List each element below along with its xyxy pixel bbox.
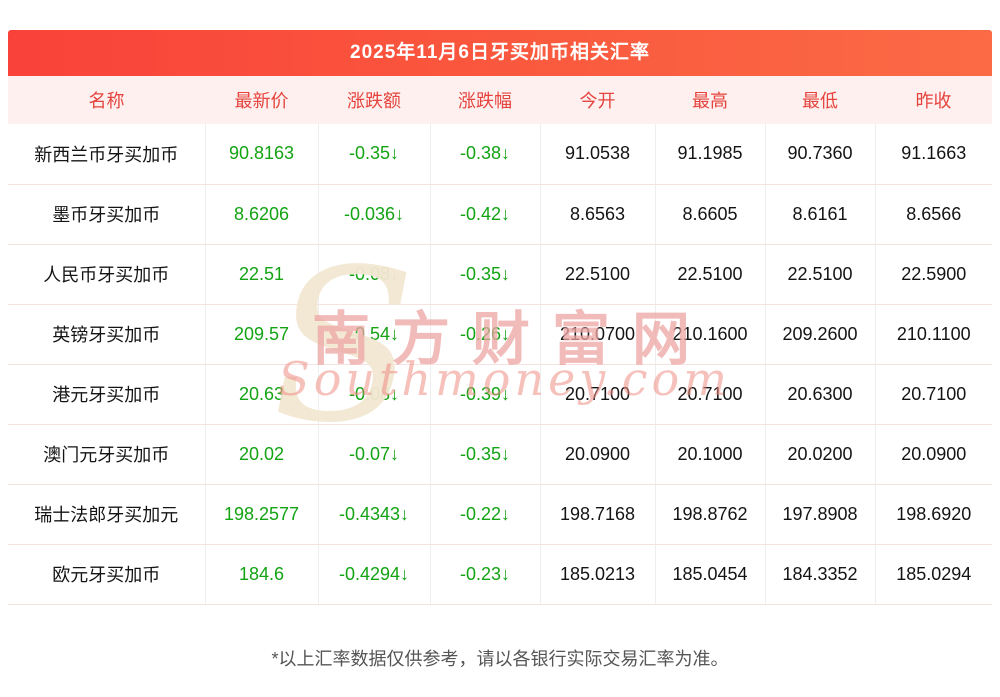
cell-open: 210.0700 bbox=[540, 304, 656, 365]
cell-open: 91.0538 bbox=[540, 124, 656, 185]
cell-latest-price: 20.02 bbox=[205, 424, 319, 485]
cell-low: 184.3352 bbox=[765, 544, 876, 605]
table-title: 2025年11月6日牙买加币相关汇率 bbox=[8, 30, 992, 76]
cell-low: 22.5100 bbox=[765, 244, 876, 305]
cell-change-amount: -0.4343↓ bbox=[318, 484, 431, 545]
cell-latest-price: 22.51 bbox=[205, 244, 319, 305]
cell-prev-close: 210.1100 bbox=[875, 304, 992, 365]
cell-latest-price: 209.57 bbox=[205, 304, 319, 365]
col-header-change-percent: 涨跌幅 bbox=[430, 76, 540, 124]
table-row: 港元牙买加币 20.63 -0.08↓ -0.39↓ 20.7100 20.71… bbox=[8, 364, 992, 425]
cell-prev-close: 20.0900 bbox=[875, 424, 992, 485]
cell-name: 澳门元牙买加币 bbox=[8, 424, 206, 485]
cell-change-percent: -0.42↓ bbox=[430, 184, 541, 245]
cell-latest-price: 184.6 bbox=[205, 544, 319, 605]
disclaimer-text: *以上汇率数据仅供参考，请以各银行实际交易汇率为准。 bbox=[271, 648, 729, 669]
table-row: 欧元牙买加币 184.6 -0.4294↓ -0.23↓ 185.0213 18… bbox=[8, 544, 992, 605]
rate-table: 名称 最新价 涨跌额 涨跌幅 今开 最高 最低 昨收 新西兰币牙买加币 90.8… bbox=[8, 76, 992, 605]
cell-name: 墨币牙买加币 bbox=[8, 184, 206, 245]
col-header-open: 今开 bbox=[540, 76, 655, 124]
cell-change-amount: -0.4294↓ bbox=[318, 544, 431, 605]
cell-high: 8.6605 bbox=[655, 184, 766, 245]
cell-change-percent: -0.35↓ bbox=[430, 244, 541, 305]
cell-prev-close: 198.6920 bbox=[875, 484, 992, 545]
table-row: 墨币牙买加币 8.6206 -0.036↓ -0.42↓ 8.6563 8.66… bbox=[8, 184, 992, 245]
cell-low: 209.2600 bbox=[765, 304, 876, 365]
cell-name: 新西兰币牙买加币 bbox=[8, 124, 206, 185]
cell-latest-price: 20.63 bbox=[205, 364, 319, 425]
exchange-rate-page: 2025年11月6日牙买加币相关汇率 名称 最新价 涨跌额 涨跌幅 今开 最高 … bbox=[8, 30, 992, 669]
cell-change-amount: -0.35↓ bbox=[318, 124, 431, 185]
cell-name: 英镑牙买加币 bbox=[8, 304, 206, 365]
cell-low: 8.6161 bbox=[765, 184, 876, 245]
cell-change-percent: -0.22↓ bbox=[430, 484, 541, 545]
cell-change-amount: -0.08↓ bbox=[318, 244, 431, 305]
cell-prev-close: 22.5900 bbox=[875, 244, 992, 305]
cell-change-percent: -0.35↓ bbox=[430, 424, 541, 485]
cell-open: 22.5100 bbox=[540, 244, 656, 305]
cell-prev-close: 8.6566 bbox=[875, 184, 992, 245]
cell-change-amount: -0.54↓ bbox=[318, 304, 431, 365]
cell-high: 91.1985 bbox=[655, 124, 766, 185]
cell-change-percent: -0.23↓ bbox=[430, 544, 541, 605]
cell-open: 198.7168 bbox=[540, 484, 656, 545]
cell-change-percent: -0.38↓ bbox=[430, 124, 541, 185]
cell-change-amount: -0.08↓ bbox=[318, 364, 431, 425]
cell-high: 20.1000 bbox=[655, 424, 766, 485]
table-row: 新西兰币牙买加币 90.8163 -0.35↓ -0.38↓ 91.0538 9… bbox=[8, 124, 992, 185]
cell-change-amount: -0.036↓ bbox=[318, 184, 431, 245]
cell-change-percent: -0.26↓ bbox=[430, 304, 541, 365]
cell-change-percent: -0.39↓ bbox=[430, 364, 541, 425]
cell-latest-price: 8.6206 bbox=[205, 184, 319, 245]
table-row: 英镑牙买加币 209.57 -0.54↓ -0.26↓ 210.0700 210… bbox=[8, 304, 992, 365]
cell-open: 185.0213 bbox=[540, 544, 656, 605]
cell-low: 20.0200 bbox=[765, 424, 876, 485]
cell-open: 8.6563 bbox=[540, 184, 656, 245]
cell-name: 欧元牙买加币 bbox=[8, 544, 206, 605]
cell-high: 198.8762 bbox=[655, 484, 766, 545]
cell-high: 210.1600 bbox=[655, 304, 766, 365]
cell-name: 港元牙买加币 bbox=[8, 364, 206, 425]
col-header-name: 名称 bbox=[8, 76, 205, 124]
col-header-low: 最低 bbox=[765, 76, 875, 124]
cell-prev-close: 91.1663 bbox=[875, 124, 992, 185]
cell-high: 22.5100 bbox=[655, 244, 766, 305]
table-header-row: 名称 最新价 涨跌额 涨跌幅 今开 最高 最低 昨收 bbox=[8, 76, 992, 124]
cell-prev-close: 185.0294 bbox=[875, 544, 992, 605]
col-header-latest-price: 最新价 bbox=[205, 76, 318, 124]
table-row: 人民币牙买加币 22.51 -0.08↓ -0.35↓ 22.5100 22.5… bbox=[8, 244, 992, 305]
cell-name: 瑞士法郎牙买加元 bbox=[8, 484, 206, 545]
cell-low: 197.8908 bbox=[765, 484, 876, 545]
cell-latest-price: 90.8163 bbox=[205, 124, 319, 185]
cell-high: 20.7100 bbox=[655, 364, 766, 425]
cell-low: 20.6300 bbox=[765, 364, 876, 425]
cell-high: 185.0454 bbox=[655, 544, 766, 605]
cell-latest-price: 198.2577 bbox=[205, 484, 319, 545]
cell-low: 90.7360 bbox=[765, 124, 876, 185]
cell-prev-close: 20.7100 bbox=[875, 364, 992, 425]
table-row: 澳门元牙买加币 20.02 -0.07↓ -0.35↓ 20.0900 20.1… bbox=[8, 424, 992, 485]
col-header-high: 最高 bbox=[655, 76, 765, 124]
cell-open: 20.7100 bbox=[540, 364, 656, 425]
col-header-prev-close: 昨收 bbox=[875, 76, 992, 124]
cell-change-amount: -0.07↓ bbox=[318, 424, 431, 485]
cell-name: 人民币牙买加币 bbox=[8, 244, 206, 305]
col-header-change-amount: 涨跌额 bbox=[318, 76, 430, 124]
table-row: 瑞士法郎牙买加元 198.2577 -0.4343↓ -0.22↓ 198.71… bbox=[8, 484, 992, 545]
cell-open: 20.0900 bbox=[540, 424, 656, 485]
